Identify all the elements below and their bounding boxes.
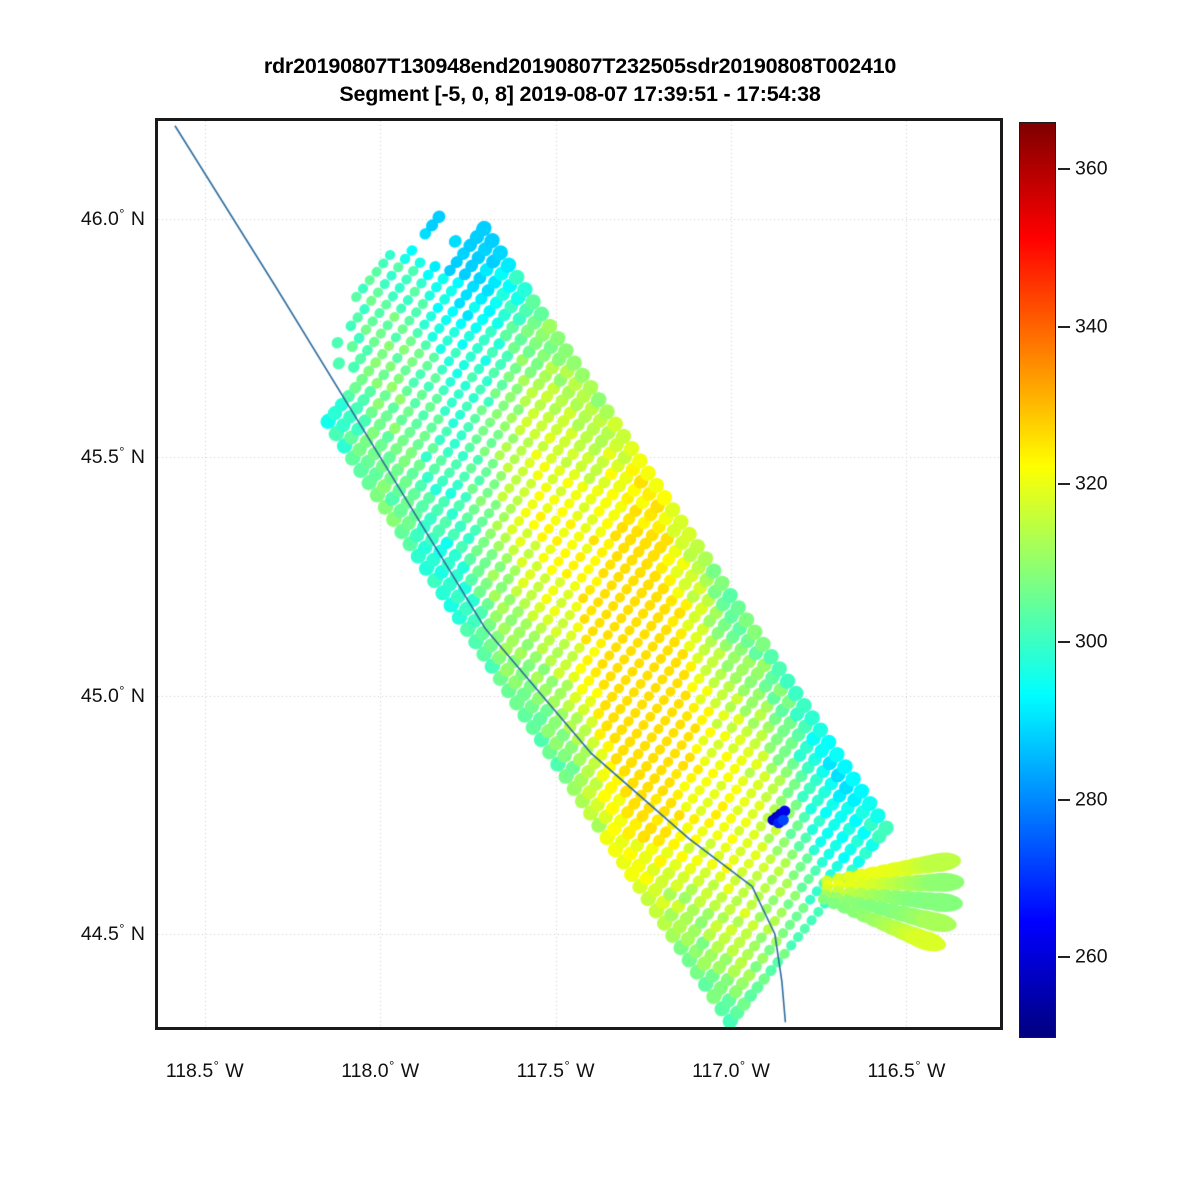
colorbar-tick-label-340: 340 — [1075, 315, 1108, 338]
x-tick-label-116.5: 116.5° W — [867, 1058, 946, 1082]
y-tick-label-45.0: 45.0° N — [80, 682, 145, 707]
chart-title: rdr20190807T130948end20190807T232505sdr2… — [0, 52, 1160, 109]
colorbar[interactable]: 260 280 300 320 340 360 — [1019, 122, 1108, 1038]
scatter-plot-canvas[interactable] — [158, 121, 1000, 1027]
colorbar-tick-mark-260 — [1058, 956, 1070, 959]
chart-title-line-1: rdr20190807T130948end20190807T232505sdr2… — [263, 54, 897, 78]
y-tick-label-46.0: 46.0° N — [80, 205, 145, 230]
colorbar-tick-mark-340 — [1058, 325, 1070, 328]
plot-axes[interactable] — [155, 118, 1003, 1030]
y-tick-label-45.5: 45.5° N — [80, 444, 145, 469]
colorbar-tick-mark-320 — [1058, 483, 1070, 486]
colorbar-tick-label-260: 260 — [1075, 945, 1108, 968]
colorbar-gradient — [1019, 122, 1056, 1038]
x-tick-label-118.0: 118.0° W — [341, 1058, 420, 1082]
x-tick-label-117.5: 117.5° W — [516, 1058, 595, 1082]
colorbar-tick-mark-280 — [1058, 798, 1070, 801]
colorbar-tick-label-280: 280 — [1075, 788, 1108, 811]
colorbar-tick-label-320: 320 — [1075, 472, 1108, 495]
x-tick-label-117.0: 117.0° W — [692, 1058, 770, 1082]
colorbar-tick-label-360: 360 — [1075, 157, 1108, 180]
colorbar-tick-label-300: 300 — [1075, 630, 1108, 653]
x-tick-label-118.5: 118.5° W — [165, 1058, 244, 1082]
colorbar-tick-mark-300 — [1058, 641, 1070, 644]
chart-title-line-2: Segment [-5, 0, 8] 2019-08-07 17:39:51 -… — [339, 82, 821, 107]
colorbar-tick-mark-360 — [1058, 168, 1070, 171]
y-tick-label-44.5: 44.5° N — [80, 921, 145, 946]
